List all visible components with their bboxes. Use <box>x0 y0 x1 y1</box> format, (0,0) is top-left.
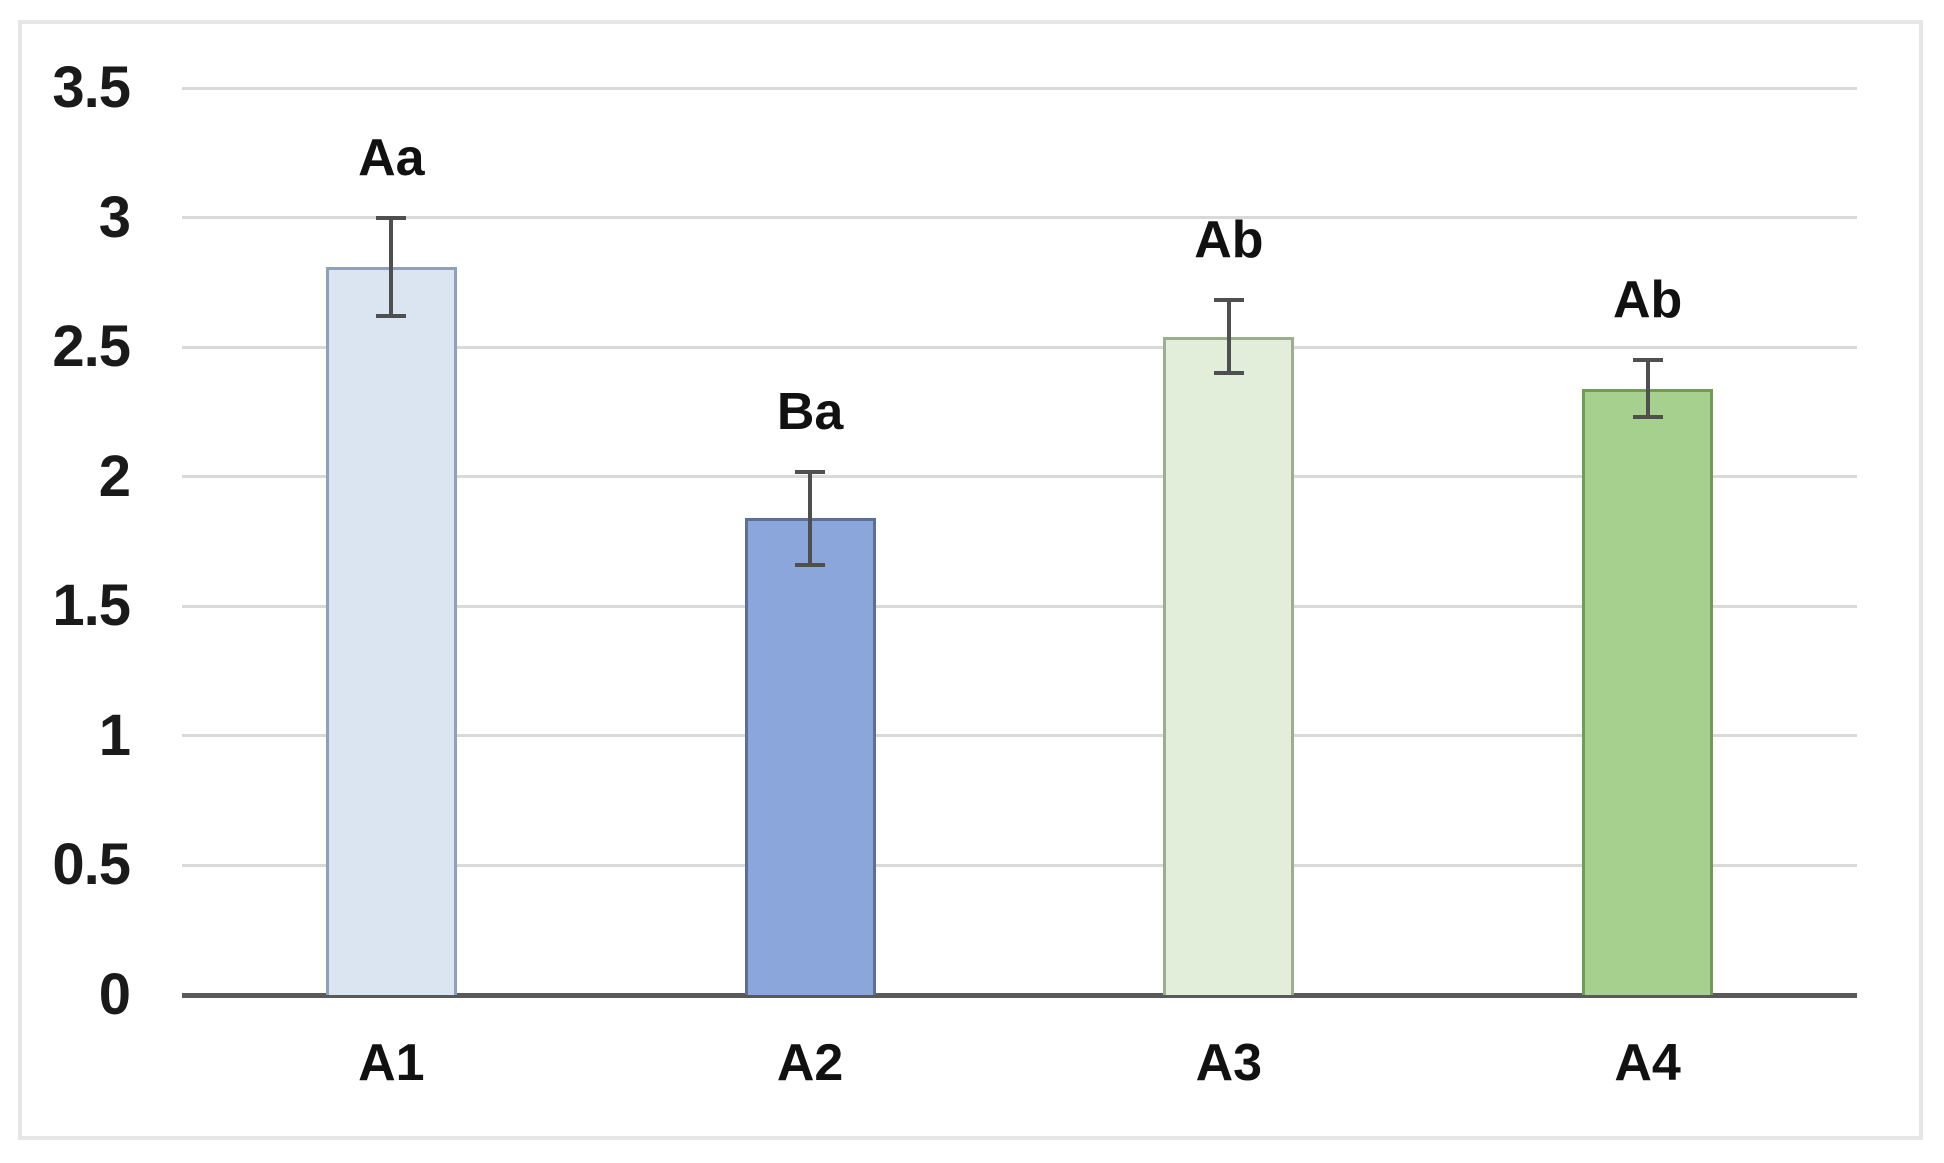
x-axis-category-label: A2 <box>776 1034 844 1092</box>
y-axis-tick-label: 3 <box>98 184 131 250</box>
bar-annotation: Ab <box>1194 211 1264 270</box>
y-axis-tick-label: 3.5 <box>52 55 131 120</box>
bar <box>1163 336 1295 995</box>
bar <box>325 266 457 995</box>
x-axis-category-label: A3 <box>1195 1034 1263 1092</box>
y-axis-tick-label: 2.5 <box>52 314 131 380</box>
x-axis-line <box>182 993 1857 998</box>
bar-annotation: Ab <box>1612 271 1683 330</box>
error-bar-bottom-cap <box>795 562 826 567</box>
gridline <box>182 604 1857 608</box>
error-bar-top-cap <box>1632 358 1663 363</box>
bar-annotation: Ba <box>776 382 844 441</box>
gridline <box>182 216 1857 220</box>
gridline <box>182 475 1857 479</box>
error-bar-stem <box>1226 300 1231 374</box>
gridline <box>182 345 1857 349</box>
gridline <box>182 86 1857 90</box>
x-axis-category-label: A4 <box>1614 1034 1681 1092</box>
y-axis-tick-label: 1.5 <box>52 573 131 639</box>
error-bar-stem <box>1645 360 1650 418</box>
bar <box>1582 388 1714 995</box>
error-bar-bottom-cap <box>1213 371 1244 376</box>
bar <box>744 518 876 995</box>
x-axis-category-label: A1 <box>358 1034 425 1092</box>
error-bar-stem <box>808 471 813 565</box>
error-bar-top-cap <box>376 215 407 220</box>
y-axis-tick-label: 1 <box>98 702 131 768</box>
y-axis-tick-label: 2 <box>98 443 131 509</box>
gridline <box>182 863 1857 867</box>
gridline <box>182 734 1857 738</box>
error-bar-stem <box>389 217 394 317</box>
error-bar-top-cap <box>795 469 826 474</box>
y-axis-tick-label: 0.5 <box>52 832 131 898</box>
error-bar-top-cap <box>1213 298 1244 303</box>
error-bar-bottom-cap <box>376 314 407 319</box>
error-bar-bottom-cap <box>1632 415 1663 420</box>
y-axis-tick-label: 0 <box>98 962 131 1027</box>
bar-annotation: Aa <box>358 128 425 187</box>
